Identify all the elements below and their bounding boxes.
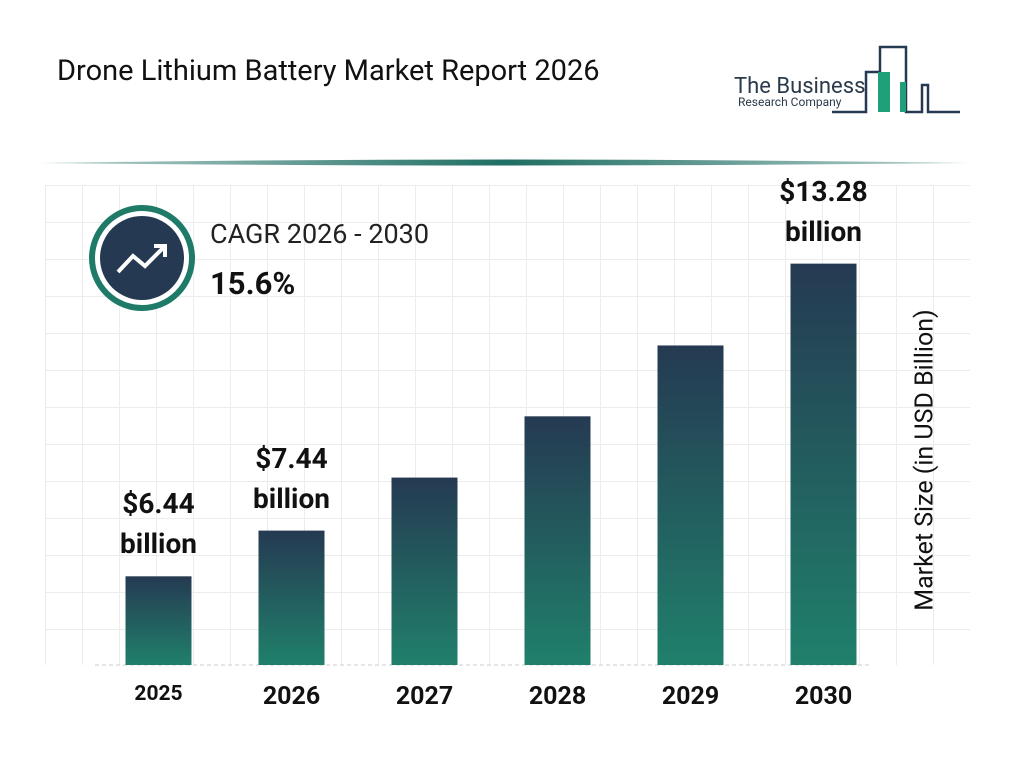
x-tick-label: 2027 [395, 682, 454, 711]
divider [40, 159, 970, 166]
x-tick-label: 2029 [661, 682, 720, 711]
bar [657, 345, 724, 665]
logo-name: The Business [734, 74, 866, 99]
cagr-icon-inner [100, 216, 184, 300]
bar [524, 416, 591, 665]
x-tick-label: 2025 [134, 682, 183, 706]
bar [125, 576, 192, 665]
x-tick-label: 2030 [794, 682, 853, 711]
value-label: $13.28 billion [779, 174, 868, 248]
bar [790, 263, 857, 665]
value-label: $7.44 billion [253, 441, 330, 515]
y-axis-label: Market Size (in USD Billion) [910, 309, 940, 611]
trend-arrow-head [154, 244, 167, 257]
x-tick-label: 2028 [528, 682, 587, 711]
logo-subtitle: Research Company [738, 95, 842, 109]
bar [258, 530, 325, 665]
trend-arrow [116, 244, 167, 274]
cagr-value: 15.6% [210, 265, 296, 302]
value-label: $6.44 billion [120, 487, 197, 561]
x-tick-label: 2026 [262, 682, 321, 711]
logo-mark [832, 45, 960, 114]
cagr-label: CAGR 2026 - 2030 [210, 218, 430, 250]
chart-title: Drone Lithium Battery Market Report 2026 [57, 54, 600, 88]
bar [391, 477, 458, 665]
